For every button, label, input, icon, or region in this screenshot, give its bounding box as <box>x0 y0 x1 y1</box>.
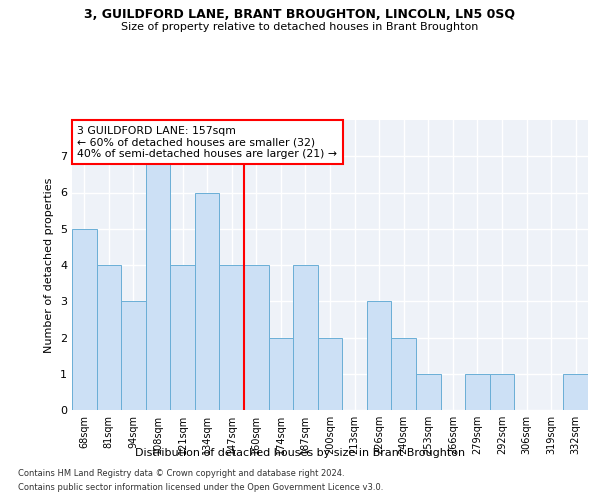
Y-axis label: Number of detached properties: Number of detached properties <box>44 178 55 352</box>
Bar <box>416 374 440 410</box>
Bar <box>97 265 121 410</box>
Bar <box>465 374 490 410</box>
Bar <box>146 156 170 410</box>
Text: 3, GUILDFORD LANE, BRANT BROUGHTON, LINCOLN, LN5 0SQ: 3, GUILDFORD LANE, BRANT BROUGHTON, LINC… <box>85 8 515 20</box>
Text: 3 GUILDFORD LANE: 157sqm
← 60% of detached houses are smaller (32)
40% of semi-d: 3 GUILDFORD LANE: 157sqm ← 60% of detach… <box>77 126 337 159</box>
Bar <box>72 229 97 410</box>
Text: Contains HM Land Registry data © Crown copyright and database right 2024.: Contains HM Land Registry data © Crown c… <box>18 468 344 477</box>
Bar <box>391 338 416 410</box>
Bar <box>490 374 514 410</box>
Bar <box>170 265 195 410</box>
Text: Contains public sector information licensed under the Open Government Licence v3: Contains public sector information licen… <box>18 484 383 492</box>
Bar <box>269 338 293 410</box>
Bar <box>244 265 269 410</box>
Bar <box>318 338 342 410</box>
Bar <box>293 265 318 410</box>
Bar <box>563 374 588 410</box>
Bar <box>195 192 220 410</box>
Bar <box>367 301 391 410</box>
Bar <box>220 265 244 410</box>
Text: Size of property relative to detached houses in Brant Broughton: Size of property relative to detached ho… <box>121 22 479 32</box>
Bar <box>121 301 146 410</box>
Text: Distribution of detached houses by size in Brant Broughton: Distribution of detached houses by size … <box>135 448 465 458</box>
